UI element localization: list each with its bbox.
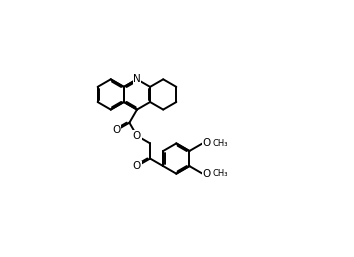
Text: O: O <box>202 169 211 179</box>
Text: CH₃: CH₃ <box>212 139 228 148</box>
Text: O: O <box>112 125 120 135</box>
Text: CH₃: CH₃ <box>212 169 228 178</box>
Text: O: O <box>133 161 141 171</box>
Text: O: O <box>202 139 211 148</box>
Text: N: N <box>133 74 141 84</box>
Text: O: O <box>133 131 141 141</box>
